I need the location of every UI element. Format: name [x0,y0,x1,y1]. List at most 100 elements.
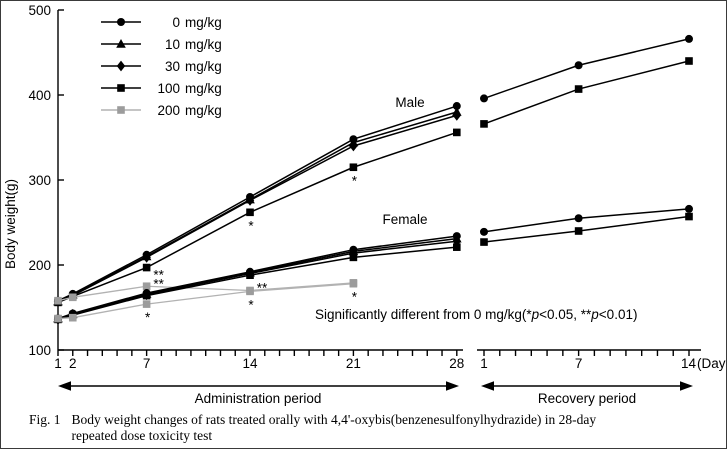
circle-marker-icon [574,214,583,223]
square-marker-icon [453,128,461,137]
circle-marker-icon [685,204,693,213]
diamond-marker-icon [245,195,255,206]
circle-marker-icon [452,102,461,111]
x-tick-label: 14 [681,356,697,371]
x-tick-label: 28 [449,356,464,371]
female-group-label: Female [382,212,428,227]
note-prefix: Significantly different from 0 mg/kg(* [315,307,532,322]
circle-marker-icon [117,18,125,26]
administration-period-label: Administration period [194,391,322,406]
figure-caption: Fig. 1 Body weight changes of rats treat… [29,412,596,444]
square-marker-icon [685,57,693,65]
diamond-marker-icon [349,140,358,152]
y-tick-label: 400 [28,88,51,103]
significance-asterisk: ** [153,276,164,291]
circle-marker-icon [480,227,488,236]
recovery-period-label: Recovery period [537,391,637,406]
x-axis-days-unit: (Days) [697,356,727,371]
square-marker-icon [142,300,151,308]
square-marker-icon [453,243,461,251]
legend-unit: mg/kg [185,58,222,74]
square-marker-icon [68,293,77,302]
note-p-italic: p [591,307,599,322]
square-marker-icon [685,212,693,221]
legend-dose: 200 [157,102,180,118]
square-marker-icon [246,208,254,217]
note-end: <0.01) [598,307,638,322]
significance-note: Significantly different from 0 mg/kg(*p<… [315,307,637,322]
square-marker-icon [246,271,254,279]
note-mid: <0.05, ** [539,307,592,322]
square-marker-icon [101,84,141,92]
y-tick-label: 100 [28,343,51,358]
significance-asterisk: * [145,310,151,325]
circle-marker-icon [685,34,693,43]
square-marker-icon [54,314,62,323]
diamond-marker-icon [116,60,126,72]
legend-item: 100 mg/kg [100,77,222,99]
significance-asterisk: * [248,297,254,312]
caption-line-1: Body weight changes of rats treated oral… [71,412,597,427]
square-marker-icon [142,263,151,272]
circle-marker-icon [574,61,583,70]
legend-dose: 0 [172,14,180,30]
square-marker-icon [480,120,488,128]
x-tick-label: 7 [575,356,583,371]
square-marker-icon [480,238,488,246]
square-marker-icon [101,106,141,114]
y-tick-label: 500 [28,3,51,18]
legend: 0 mg/kg 10 mg/kg 30 mg/kg 100 mg/kg 200 mg/kg [100,11,222,121]
note-p-italic: p [531,307,540,322]
diamond-marker-icon [142,251,151,263]
y-tick-label: 200 [28,258,51,273]
x-tick-label: 2 [69,356,77,371]
square-marker-icon [574,227,583,235]
x-tick-label: 21 [346,356,361,371]
legend-item: 0 mg/kg [100,11,222,33]
square-marker-icon [349,253,358,262]
legend-unit: mg/kg [185,80,222,96]
square-marker-icon [117,106,125,114]
square-marker-icon [142,282,151,291]
legend-unit: mg/kg [185,14,222,30]
square-marker-icon [117,84,125,92]
series-male-10mg/kg [53,107,462,306]
square-marker-icon [142,291,151,300]
y-axis-label: Body weight(g) [3,178,18,269]
caption-text: Body weight changes of rats treated oral… [72,412,597,444]
y-tick-label: 300 [28,173,51,188]
square-marker-icon [54,296,62,305]
significance-asterisk: ** [257,281,268,296]
x-tick-label: 1 [480,356,488,371]
legend-unit: mg/kg [185,36,222,52]
caption-label: Fig. 1 [29,412,61,427]
significance-asterisk: ** [153,268,164,283]
triangle-marker-icon [116,39,126,48]
x-tick-label: 7 [143,356,151,371]
square-marker-icon [68,313,77,322]
circle-marker-icon [480,94,488,103]
legend-dose: 10 [164,36,180,52]
square-marker-icon [349,279,358,288]
caption-line-2: repeated dose toxicity test [71,428,213,443]
chart-canvas: 1002003004005001271421281714(Days)******… [28,3,727,391]
legend-item: 200 mg/kg [100,99,222,121]
axes [57,9,701,356]
square-marker-icon [349,163,358,172]
male-group-label: Male [395,95,425,110]
diamond-marker-icon [101,60,141,72]
administration-period-arrow [58,381,459,391]
square-marker-icon [246,287,254,296]
legend-item: 30 mg/kg [100,55,222,77]
series-female-200mg/kg [54,279,358,323]
circle-marker-icon [101,18,141,26]
x-tick-label: 14 [242,356,258,371]
legend-dose: 100 [157,80,180,96]
significance-asterisk: * [352,290,358,305]
diamond-marker-icon [452,110,461,121]
significance-asterisk: * [248,218,254,233]
square-marker-icon [574,85,583,93]
legend-item: 10 mg/kg [100,33,222,55]
significance-marks: *********** [145,173,358,325]
